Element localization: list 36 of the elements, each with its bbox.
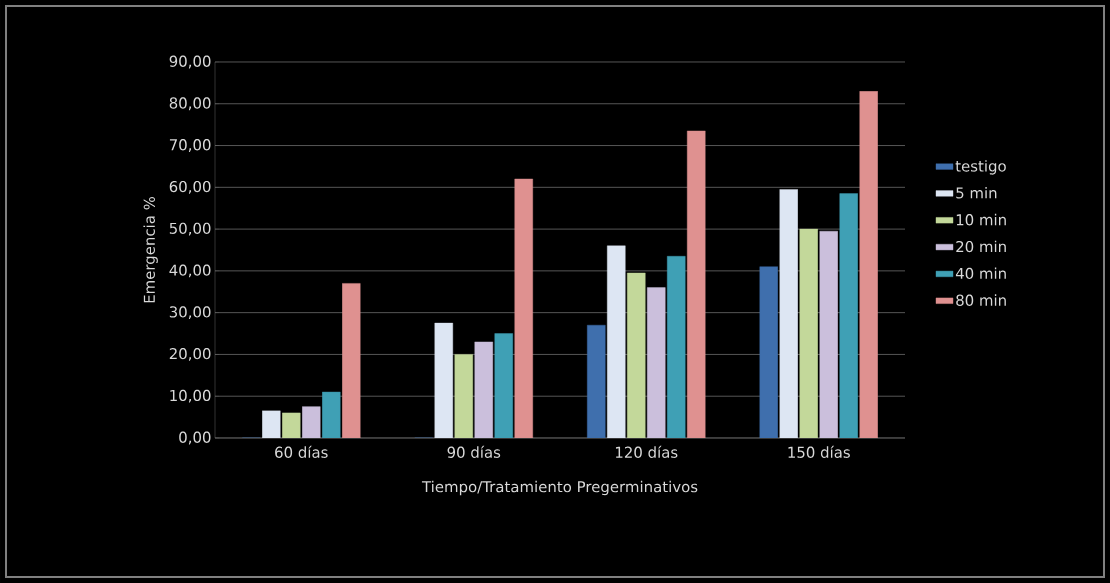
x-axis-title: Tiempo/Tratamiento Pregerminativos xyxy=(421,480,698,496)
x-tick-label: 150 días xyxy=(788,445,850,458)
bar xyxy=(779,189,798,438)
legend-label: 20 min xyxy=(956,240,1006,253)
x-tick-label: 60 días xyxy=(275,445,328,458)
y-tick-label: 90,00 xyxy=(169,55,211,69)
legend-label: 5 min xyxy=(956,187,997,199)
y-tick-label: 60,00 xyxy=(169,180,211,194)
bar xyxy=(514,178,533,438)
y-axis-title: Emergencia % xyxy=(143,196,158,303)
y-tick-label: 20,00 xyxy=(169,348,211,361)
bar xyxy=(667,256,686,438)
legend-label: testigo xyxy=(955,160,1006,175)
legend-label: 80 min xyxy=(956,294,1006,306)
y-tick-label: 40,00 xyxy=(169,264,211,278)
y-tick-label: 70,00 xyxy=(169,139,211,152)
bar xyxy=(759,266,778,438)
y-tick-label: 80,00 xyxy=(169,97,211,111)
legend-label: 10 min xyxy=(956,213,1006,226)
y-tick-label: 30,00 xyxy=(169,306,211,320)
bar xyxy=(859,91,878,438)
legend-label: 40 min xyxy=(955,267,1006,280)
y-tick-label: 0,00 xyxy=(179,431,211,445)
x-tick-label: 120 días xyxy=(615,445,678,458)
bar xyxy=(262,410,281,438)
bar xyxy=(322,391,341,438)
bar xyxy=(607,245,626,438)
bar xyxy=(342,283,361,438)
bar xyxy=(494,333,513,438)
y-tick-label: 50,00 xyxy=(169,222,211,236)
x-tick-label: 90 días xyxy=(447,445,501,458)
bar xyxy=(587,324,606,438)
bar xyxy=(434,322,453,438)
bar xyxy=(839,193,858,438)
bar xyxy=(687,130,706,438)
y-tick-label: 10,00 xyxy=(170,389,211,403)
